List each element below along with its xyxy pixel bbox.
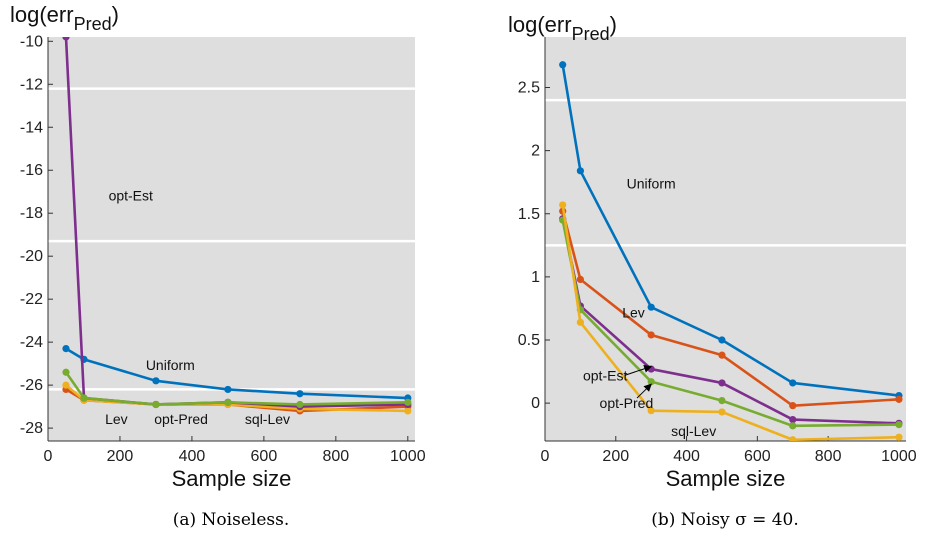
data-point-opt-pred (296, 400, 304, 409)
y-tick-label: 1 (531, 269, 540, 286)
data-point-sql-lev (576, 318, 584, 326)
data-point-opt-pred (224, 398, 232, 406)
panel-a-noiseless: -28 -26 -24 -22 -20 -18 -16 -14 -12 -10 0 200 400 600… (10, 2, 426, 530)
x-tick-label: 400 (673, 448, 700, 465)
y-tick-label: -22 (20, 291, 43, 308)
x-tick-label: 1000 (881, 448, 917, 465)
data-point-sql-lev (895, 433, 903, 441)
y-tick-label: 1.5 (518, 206, 540, 223)
y-tick-label: -20 (20, 248, 43, 265)
annotation-opt-est: opt-Est (109, 187, 153, 203)
data-point-opt-pred (152, 400, 160, 409)
panel-b-noisy: 0 0.5 1 1.5 2 2.5 0 200 400 600 800 1000 Uniform Lev o… (508, 12, 917, 530)
y-tick-label: -12 (20, 76, 43, 93)
x-axis-label: Sample size (666, 466, 786, 491)
data-point-uniform (789, 379, 797, 387)
data-point-uniform (224, 385, 232, 394)
y-tick-label: 0 (531, 395, 540, 412)
data-point-sql-lev (404, 407, 412, 415)
annotation-opt-pred: opt-Pred (154, 411, 208, 427)
data-point-sql-lev (62, 381, 70, 389)
data-point-sql-lev (789, 436, 797, 441)
data-point-lev (647, 331, 655, 339)
arrow-opt-est (624, 364, 653, 376)
series-line-uniform (561, 64, 900, 397)
x-tick-label: 200 (602, 448, 629, 465)
y-tick-label: -10 (20, 33, 43, 50)
series-group (62, 37, 412, 415)
y-tick-label: 2.5 (518, 80, 540, 97)
y-tick-label: -28 (20, 420, 43, 437)
y-axis-label-sub: Pred (572, 24, 610, 44)
y-tick-label: -14 (20, 119, 43, 136)
y-tick-label: -16 (20, 162, 43, 179)
data-point-uniform (152, 377, 160, 385)
x-tick-label: 800 (815, 448, 842, 465)
x-tick-label: 0 (44, 448, 53, 465)
figure-caption: (b) Noisy σ = 40. (651, 510, 799, 530)
data-point-lev (718, 351, 726, 359)
x-tick-label: 800 (322, 448, 349, 465)
series-line-sql-lev (561, 204, 899, 441)
x-tick-label: 600 (251, 448, 278, 465)
annotation-uniform: Uniform (627, 176, 676, 192)
annotation-opt-pred: opt-Pred (600, 395, 654, 411)
x-tick-label: 1000 (390, 448, 426, 465)
data-point-opt-pred (404, 398, 412, 406)
series-line-lev (561, 210, 899, 407)
plot-area (545, 37, 906, 441)
data-point-uniform (718, 336, 726, 344)
arrow-opt-pred (636, 383, 652, 399)
y-axis-label-sub: Pred (74, 14, 112, 34)
y-axis-label-close: ) (112, 2, 119, 27)
data-point-opt-pred (789, 422, 797, 430)
y-tick-label: 0.5 (518, 332, 540, 349)
data-point-opt-est (789, 415, 797, 424)
y-axis-label-main: log(err (508, 12, 572, 37)
annotation-uniform: Uniform (146, 357, 195, 373)
y-tick-label: -18 (20, 205, 43, 222)
data-point-opt-pred (62, 368, 70, 376)
annotation-sql-lev: sql-Lev (671, 423, 716, 439)
y-tick-label: 2 (531, 143, 540, 160)
y-axis-label: log(errPred) (10, 2, 119, 34)
data-point-sql-lev (647, 407, 655, 415)
data-point-opt-pred (80, 394, 88, 402)
data-point-sql-lev (718, 408, 726, 416)
x-tick-label: 200 (107, 448, 134, 465)
data-point-opt-est (62, 37, 70, 41)
data-point-uniform (559, 61, 567, 69)
annotation-lev: Lev (622, 304, 645, 320)
data-point-lev (789, 402, 797, 410)
x-tick-label: 0 (541, 448, 550, 465)
plot-area (48, 37, 415, 441)
figure-caption: (a) Noiseless. (173, 510, 290, 530)
data-point-opt-pred (718, 397, 726, 405)
x-tick-label: 600 (744, 448, 771, 465)
x-tick-label: 400 (179, 448, 206, 465)
y-tick-label: -24 (20, 334, 43, 351)
annotation-sql-lev: sql-Lev (245, 411, 290, 427)
data-point-lev (895, 395, 903, 403)
annotation-opt-est: opt-Est (583, 367, 627, 383)
data-point-uniform (647, 303, 655, 311)
annotation-lev: Lev (105, 411, 128, 427)
x-axis-label: Sample size (172, 466, 292, 491)
series-line-opt-pred (64, 371, 408, 406)
data-point-opt-pred (647, 378, 655, 386)
y-axis-label-main: log(err (10, 2, 74, 27)
data-point-sql-lev (559, 201, 567, 209)
series-group (559, 61, 903, 441)
y-axis-label: log(errPred) (508, 12, 617, 44)
data-point-uniform (296, 390, 304, 398)
data-point-uniform (62, 344, 70, 353)
y-tick-label: -26 (20, 377, 43, 394)
data-point-uniform (576, 167, 584, 175)
y-axis-label-close: ) (610, 12, 617, 37)
data-point-opt-pred (895, 420, 903, 429)
data-point-opt-est (718, 379, 726, 387)
data-point-lev (576, 275, 584, 283)
